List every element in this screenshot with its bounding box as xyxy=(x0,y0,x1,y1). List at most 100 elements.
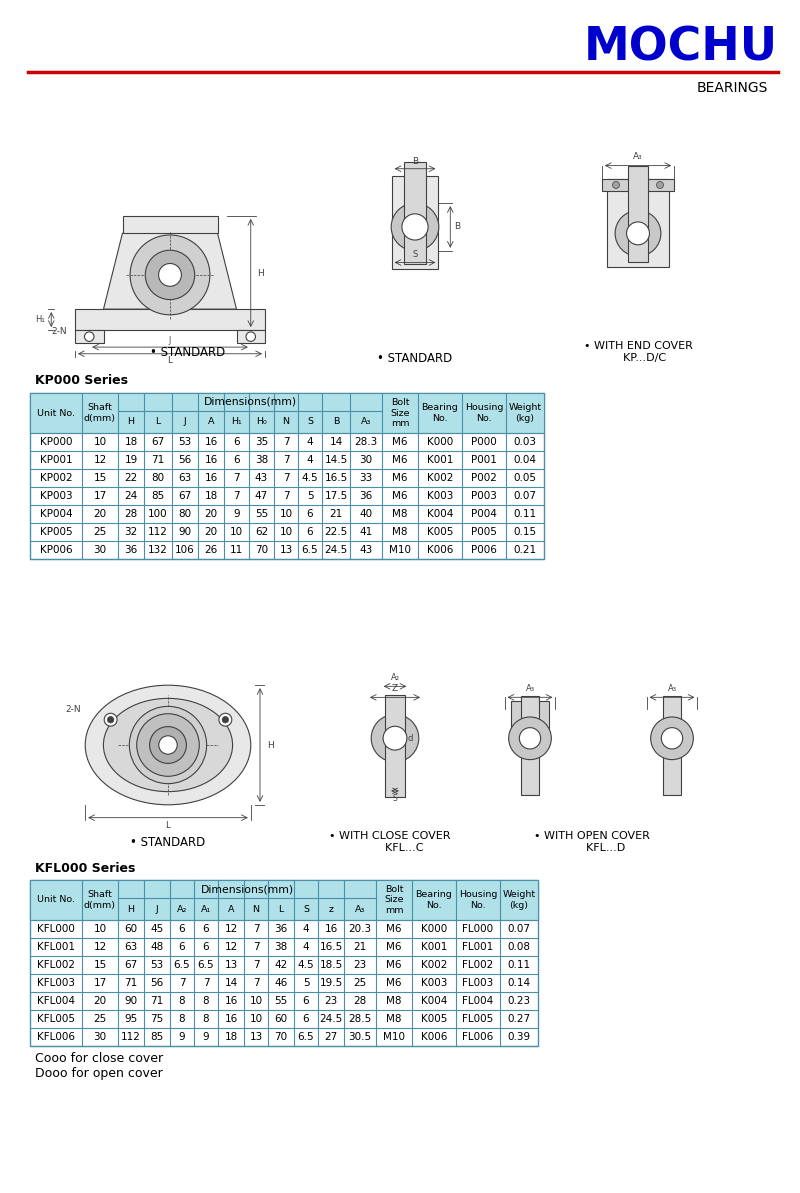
Text: Dimensions(mm): Dimensions(mm) xyxy=(201,884,294,894)
Text: 16: 16 xyxy=(204,455,218,465)
Text: 7: 7 xyxy=(253,925,259,934)
Text: 30: 30 xyxy=(94,545,106,555)
Bar xyxy=(523,709,537,783)
Text: 19: 19 xyxy=(124,455,138,465)
Text: A₂: A₂ xyxy=(177,904,187,914)
Text: BEARINGS: BEARINGS xyxy=(697,81,768,95)
Text: 4: 4 xyxy=(306,437,314,447)
Text: 15: 15 xyxy=(94,960,106,970)
Text: H: H xyxy=(127,904,134,914)
Text: 63: 63 xyxy=(178,472,192,483)
Text: • WITH END COVER
    KP...D/C: • WITH END COVER KP...D/C xyxy=(583,341,693,363)
Text: 6: 6 xyxy=(302,1014,310,1024)
Text: S: S xyxy=(393,795,398,803)
Text: 7: 7 xyxy=(178,978,186,988)
Text: 6: 6 xyxy=(302,996,310,1006)
Text: P003: P003 xyxy=(471,492,497,501)
Text: 6: 6 xyxy=(202,925,210,934)
Text: 24: 24 xyxy=(124,492,138,501)
Text: 5: 5 xyxy=(302,978,310,988)
Text: KFL005: KFL005 xyxy=(37,1014,75,1024)
Text: P006: P006 xyxy=(471,545,497,555)
Text: 8: 8 xyxy=(178,1014,186,1024)
Text: H₁: H₁ xyxy=(231,418,242,427)
Text: 28.5: 28.5 xyxy=(348,1014,372,1024)
Text: 18: 18 xyxy=(124,437,138,447)
Text: Shaft
d(mm): Shaft d(mm) xyxy=(84,890,116,910)
Text: A: A xyxy=(228,904,234,914)
Text: 12: 12 xyxy=(224,925,238,934)
Bar xyxy=(607,179,669,267)
Text: KFL004: KFL004 xyxy=(37,996,75,1006)
Text: K000: K000 xyxy=(427,437,453,447)
Text: 5: 5 xyxy=(306,492,314,501)
Text: H: H xyxy=(258,268,264,278)
Text: H₀: H₀ xyxy=(256,418,267,427)
Text: 70: 70 xyxy=(255,545,268,555)
Text: 30: 30 xyxy=(94,1032,106,1041)
Text: 0.14: 0.14 xyxy=(507,978,530,988)
Text: J: J xyxy=(169,336,171,345)
Circle shape xyxy=(402,214,428,240)
Text: 71: 71 xyxy=(151,455,165,465)
Text: L: L xyxy=(155,418,161,427)
Text: 0.15: 0.15 xyxy=(514,527,537,537)
Text: 60: 60 xyxy=(274,1014,287,1024)
Text: 26: 26 xyxy=(204,545,218,555)
Text: 6: 6 xyxy=(202,942,210,952)
Text: 2-N: 2-N xyxy=(52,327,67,336)
Text: 4: 4 xyxy=(302,925,310,934)
Circle shape xyxy=(391,203,438,251)
Text: 0.21: 0.21 xyxy=(514,545,537,555)
Text: 6: 6 xyxy=(233,437,240,447)
Text: 17.5: 17.5 xyxy=(324,492,348,501)
Text: 6.5: 6.5 xyxy=(302,545,318,555)
Text: M6: M6 xyxy=(392,437,408,447)
Text: 7: 7 xyxy=(253,942,259,952)
Text: 46: 46 xyxy=(274,978,288,988)
Text: • WITH CLOSE COVER
        KFL...C: • WITH CLOSE COVER KFL...C xyxy=(330,832,450,853)
Text: 53: 53 xyxy=(178,437,192,447)
Text: 22: 22 xyxy=(124,472,138,483)
Text: Weight
(kg): Weight (kg) xyxy=(509,403,542,422)
Text: KFL000: KFL000 xyxy=(37,925,75,934)
Text: • STANDARD: • STANDARD xyxy=(150,346,226,359)
Text: 10: 10 xyxy=(94,437,106,447)
Text: M8: M8 xyxy=(392,509,408,519)
Text: B: B xyxy=(333,418,339,427)
Text: P004: P004 xyxy=(471,509,497,519)
Text: 106: 106 xyxy=(175,545,195,555)
Text: d: d xyxy=(174,271,180,279)
Text: P005: P005 xyxy=(471,527,497,537)
Text: A₃: A₃ xyxy=(361,418,371,427)
Text: 14.5: 14.5 xyxy=(324,455,348,465)
Text: 25: 25 xyxy=(94,1014,106,1024)
Text: 14: 14 xyxy=(330,437,342,447)
Text: K006: K006 xyxy=(427,545,453,555)
Text: 20.3: 20.3 xyxy=(349,925,371,934)
Text: A₃: A₃ xyxy=(526,685,534,693)
Text: FL006: FL006 xyxy=(462,1032,494,1041)
Bar xyxy=(388,707,402,784)
Text: J: J xyxy=(156,904,158,914)
Text: 8: 8 xyxy=(202,996,210,1006)
Text: 20: 20 xyxy=(94,509,106,519)
Text: FL002: FL002 xyxy=(462,960,494,970)
Text: P000: P000 xyxy=(471,437,497,447)
Text: 6: 6 xyxy=(178,925,186,934)
Text: 6: 6 xyxy=(306,509,314,519)
Text: A₂: A₂ xyxy=(390,673,399,682)
Text: Bearing
No.: Bearing No. xyxy=(416,890,452,910)
Text: 13: 13 xyxy=(224,960,238,970)
Text: L: L xyxy=(167,356,173,365)
Text: 6.5: 6.5 xyxy=(298,1032,314,1041)
Text: 70: 70 xyxy=(274,1032,287,1041)
Circle shape xyxy=(222,717,229,723)
Text: 23: 23 xyxy=(354,960,366,970)
Text: K003: K003 xyxy=(421,978,447,988)
Text: A₃: A₃ xyxy=(355,904,365,914)
Text: L: L xyxy=(278,904,284,914)
Bar xyxy=(75,330,103,344)
Circle shape xyxy=(519,728,541,749)
Text: 20: 20 xyxy=(205,527,218,537)
